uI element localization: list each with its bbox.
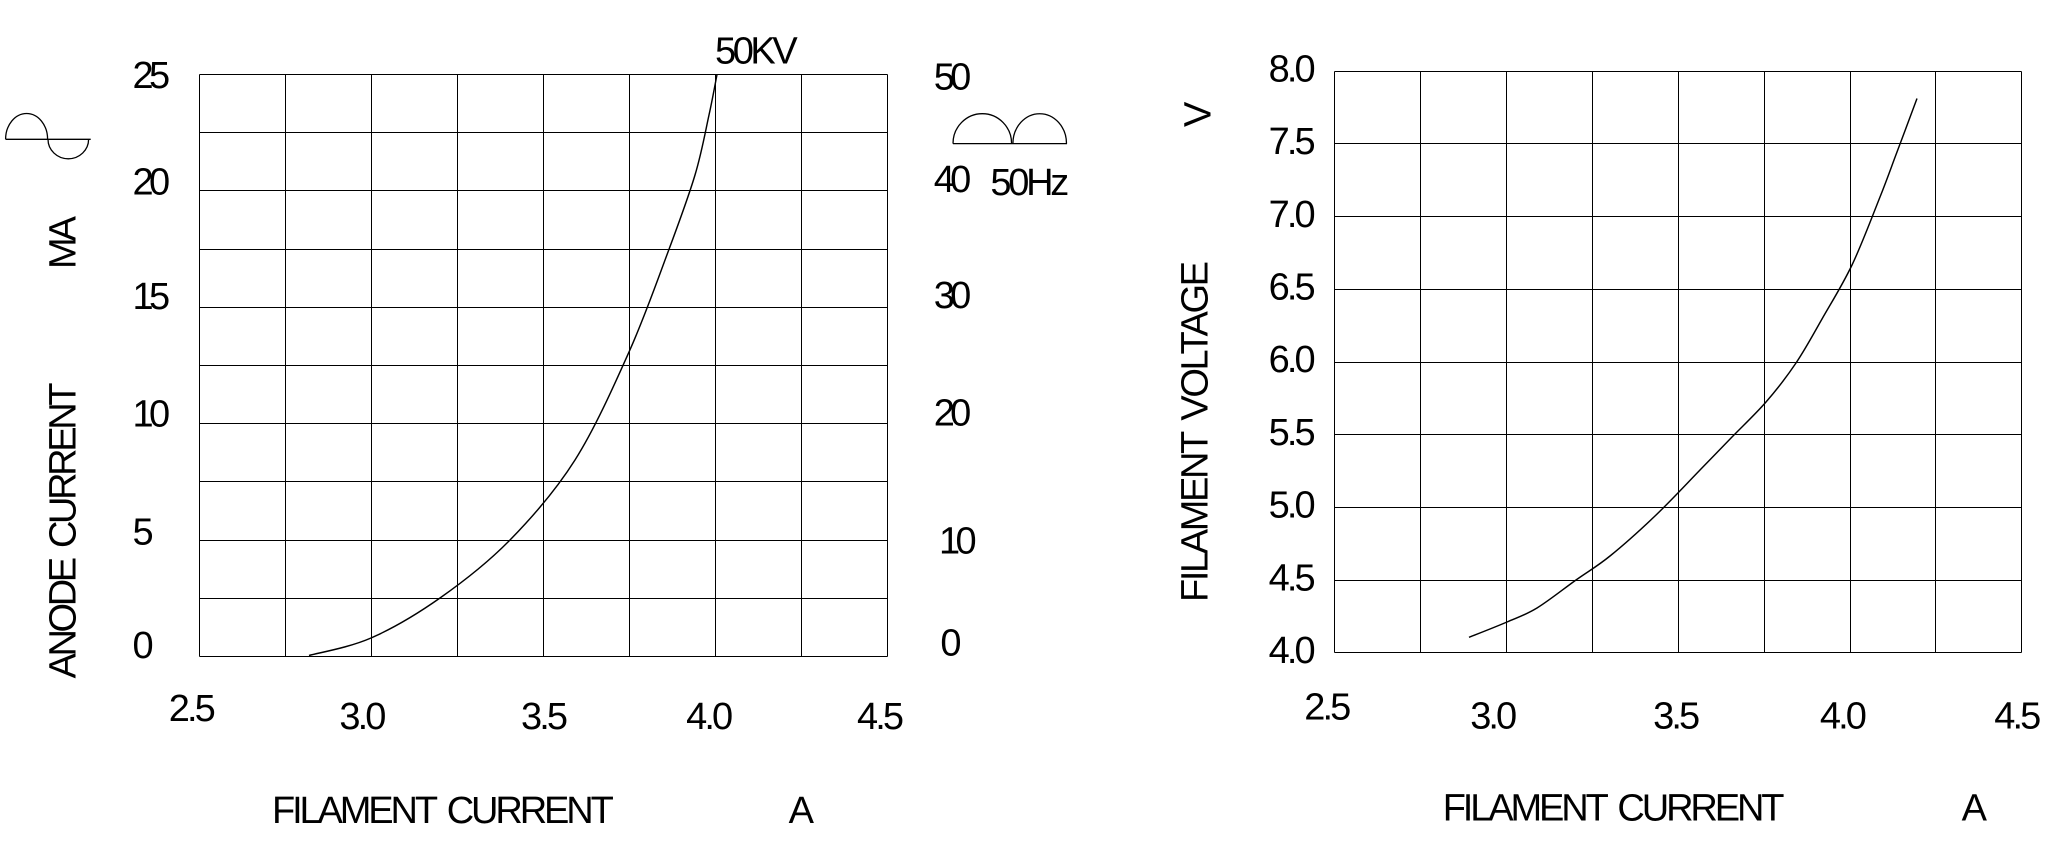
svg-text:30: 30 [934,275,972,317]
svg-text:4.0: 4.0 [1269,630,1316,672]
svg-text:5.0: 5.0 [1269,485,1316,527]
svg-text:8.0: 8.0 [1269,48,1316,90]
svg-text:15: 15 [133,276,171,318]
svg-text:4.0: 4.0 [1820,696,1867,738]
svg-text:4.5: 4.5 [1994,696,2041,738]
svg-text:4.5: 4.5 [1269,557,1316,599]
svg-text:V: V [1178,101,1220,127]
svg-text:7.0: 7.0 [1269,194,1316,236]
svg-text:MA: MA [43,215,85,269]
svg-text:25: 25 [133,55,171,97]
svg-text:4.0: 4.0 [686,696,733,738]
svg-text:FILAMENT VOLTAGE: FILAMENT VOLTAGE [1175,261,1217,602]
svg-text:10: 10 [939,521,977,563]
svg-text:20: 20 [133,162,171,204]
svg-text:0: 0 [133,625,154,667]
svg-text:3.0: 3.0 [339,696,386,738]
svg-text:A: A [1962,788,1988,830]
svg-text:4.5: 4.5 [857,696,904,738]
svg-text:5.5: 5.5 [1269,412,1316,454]
svg-text:ANODE CURRENT: ANODE CURRENT [43,383,85,679]
svg-text:10: 10 [133,394,171,436]
svg-text:20: 20 [934,393,972,435]
svg-text:50KV: 50KV [715,31,798,73]
svg-text:40: 40 [934,159,972,201]
svg-text:0: 0 [940,622,961,664]
svg-text:FILAMENT CURRENT: FILAMENT CURRENT [272,790,614,832]
svg-text:2.5: 2.5 [169,688,216,730]
svg-text:3.5: 3.5 [521,696,568,738]
svg-text:2.5: 2.5 [1304,686,1351,728]
svg-text:5: 5 [133,512,154,554]
svg-text:6.0: 6.0 [1269,339,1316,381]
svg-text:7.5: 7.5 [1269,121,1316,163]
svg-text:50: 50 [934,57,972,99]
svg-text:A: A [789,790,815,832]
svg-text:50Hz: 50Hz [990,162,1069,204]
svg-text:3.5: 3.5 [1653,696,1700,738]
svg-text:3.0: 3.0 [1470,696,1517,738]
svg-text:6.5: 6.5 [1269,267,1316,309]
svg-text:FILAMENT CURRENT: FILAMENT CURRENT [1443,788,1785,830]
